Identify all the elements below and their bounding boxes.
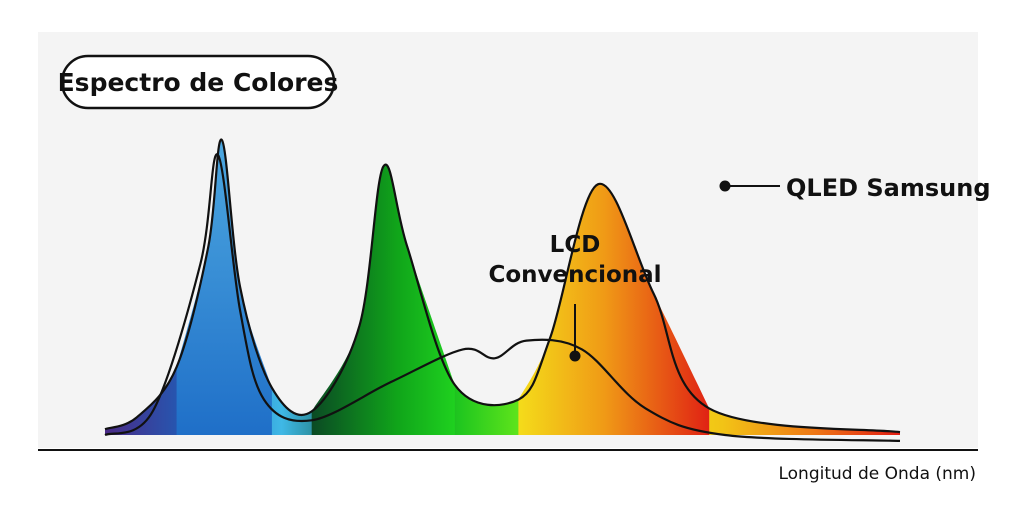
chart-title-pill [60, 54, 336, 110]
qled-red-peak [518, 183, 710, 435]
x-axis-label: Longitud de Onda (nm) [778, 464, 976, 484]
qled-blue-peak [176, 139, 272, 435]
lcd-annotation-marker [569, 350, 581, 362]
lcd-annotation-label-line-2: Convencional [488, 262, 661, 288]
lcd-convencional-series-line [104, 153, 901, 442]
qled-samsung-series-line [104, 138, 901, 434]
chart-title: Espectro de Colores [58, 68, 339, 97]
lcd-annotation-label-line-1: LCD [550, 232, 601, 258]
qled-annotation-label: QLED Samsung [786, 174, 991, 202]
